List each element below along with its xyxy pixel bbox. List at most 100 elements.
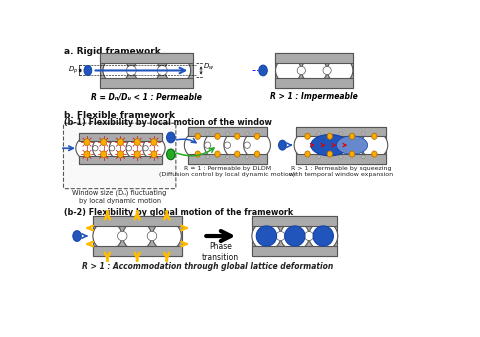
Ellipse shape	[361, 132, 365, 135]
Bar	[79, 133, 162, 141]
Bar	[79, 133, 162, 164]
Text: R = Dₙ/Dᵤ < 1 : Permeable: R = Dₙ/Dᵤ < 1 : Permeable	[91, 92, 202, 101]
Ellipse shape	[84, 65, 92, 75]
Bar	[79, 156, 162, 164]
Ellipse shape	[206, 132, 210, 135]
Text: b. Flexible framework: b. Flexible framework	[64, 111, 175, 120]
FancyBboxPatch shape	[63, 123, 176, 189]
Text: $D_w$: $D_w$	[204, 62, 215, 72]
Text: R ≈ 1 : Permeable by DLDM
(Diffusion control by local dynamic motion): R ≈ 1 : Permeable by DLDM (Diffusion con…	[159, 166, 296, 177]
Bar	[252, 246, 337, 256]
Circle shape	[309, 222, 338, 250]
Ellipse shape	[117, 151, 123, 158]
Bar	[93, 216, 181, 226]
Ellipse shape	[245, 155, 249, 158]
Circle shape	[316, 132, 343, 158]
Circle shape	[126, 137, 148, 159]
Ellipse shape	[151, 139, 157, 146]
Text: $D_p$: $D_p$	[68, 65, 78, 76]
Circle shape	[109, 137, 132, 159]
Circle shape	[152, 222, 181, 250]
Circle shape	[327, 58, 353, 83]
Circle shape	[147, 231, 156, 241]
Bar	[188, 127, 267, 164]
Bar	[296, 127, 385, 164]
Text: Phase
transition: Phase transition	[202, 242, 239, 262]
Circle shape	[360, 142, 367, 149]
Text: R > 1 : Permeable by squeezing
with temporal window expansion: R > 1 : Permeable by squeezing with temp…	[289, 166, 393, 177]
Ellipse shape	[101, 151, 107, 158]
Ellipse shape	[305, 151, 310, 157]
Ellipse shape	[167, 132, 175, 143]
Ellipse shape	[195, 133, 201, 140]
Ellipse shape	[206, 155, 210, 158]
Ellipse shape	[235, 151, 240, 157]
Circle shape	[134, 58, 160, 83]
Bar	[296, 127, 385, 136]
Ellipse shape	[317, 132, 321, 135]
Circle shape	[323, 66, 331, 74]
Ellipse shape	[311, 134, 349, 156]
Ellipse shape	[254, 133, 260, 140]
Ellipse shape	[226, 132, 229, 135]
Bar	[276, 53, 353, 63]
Circle shape	[252, 222, 281, 250]
Circle shape	[304, 232, 313, 241]
Ellipse shape	[278, 140, 286, 150]
Text: a. Rigid framework: a. Rigid framework	[64, 47, 161, 56]
Bar	[252, 216, 337, 226]
Circle shape	[126, 146, 132, 151]
Circle shape	[280, 222, 309, 250]
Circle shape	[93, 146, 98, 151]
Ellipse shape	[51, 143, 59, 153]
Bar	[252, 216, 337, 256]
Text: (b-2) Flexibility by global motion of the framework: (b-2) Flexibility by global motion of th…	[64, 208, 293, 217]
Bar	[100, 53, 193, 88]
Bar	[296, 154, 385, 164]
Ellipse shape	[361, 155, 365, 158]
Bar	[188, 127, 267, 136]
Ellipse shape	[327, 133, 333, 140]
Circle shape	[143, 146, 148, 151]
Circle shape	[103, 58, 129, 83]
Ellipse shape	[372, 151, 377, 157]
Circle shape	[76, 137, 98, 159]
Ellipse shape	[134, 139, 140, 146]
Text: R > 1 : Accommodation through global lattice deformation: R > 1 : Accommodation through global lat…	[82, 262, 333, 271]
Ellipse shape	[317, 155, 321, 158]
Ellipse shape	[336, 136, 368, 154]
Ellipse shape	[151, 151, 157, 158]
Circle shape	[244, 142, 251, 148]
Circle shape	[297, 66, 305, 74]
Bar	[276, 53, 353, 88]
Bar	[93, 246, 181, 256]
Ellipse shape	[305, 133, 310, 140]
Ellipse shape	[73, 231, 81, 241]
Ellipse shape	[195, 151, 201, 157]
Circle shape	[361, 132, 388, 158]
Bar	[100, 53, 193, 63]
Ellipse shape	[84, 151, 90, 158]
Circle shape	[224, 142, 230, 148]
Bar	[188, 154, 267, 164]
Circle shape	[256, 226, 276, 246]
Ellipse shape	[117, 139, 123, 146]
Circle shape	[224, 132, 251, 158]
Circle shape	[337, 142, 345, 149]
Circle shape	[276, 58, 301, 83]
Text: (b-1) Flexibility by local motion of the window: (b-1) Flexibility by local motion of the…	[64, 118, 272, 127]
Ellipse shape	[134, 151, 140, 158]
Circle shape	[157, 65, 167, 75]
Circle shape	[126, 65, 136, 75]
Ellipse shape	[167, 149, 175, 160]
Ellipse shape	[349, 133, 355, 140]
Circle shape	[143, 137, 165, 159]
Ellipse shape	[215, 151, 220, 157]
Circle shape	[165, 58, 191, 83]
Text: R > 1 : Impermeable: R > 1 : Impermeable	[270, 92, 358, 101]
Circle shape	[93, 222, 122, 250]
Ellipse shape	[245, 132, 249, 135]
Circle shape	[244, 132, 270, 158]
Ellipse shape	[215, 133, 220, 140]
Ellipse shape	[101, 139, 107, 146]
